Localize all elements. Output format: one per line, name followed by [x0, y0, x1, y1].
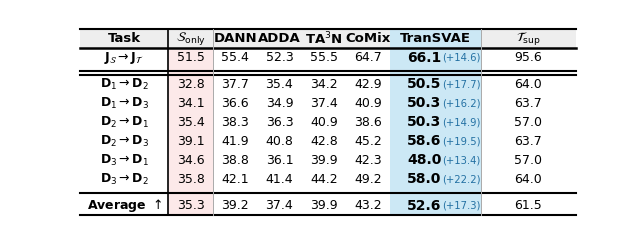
Text: 34.6: 34.6 — [177, 154, 204, 167]
Text: 39.2: 39.2 — [221, 199, 249, 212]
Text: 37.7: 37.7 — [221, 78, 249, 91]
Text: 40.9: 40.9 — [310, 116, 338, 129]
Text: $\mathbf{D}_1 \rightarrow \mathbf{D}_3$: $\mathbf{D}_1 \rightarrow \mathbf{D}_3$ — [100, 96, 148, 111]
Text: 42.8: 42.8 — [310, 135, 338, 148]
Text: (+17.7): (+17.7) — [442, 79, 480, 89]
Text: 49.2: 49.2 — [354, 173, 381, 186]
Text: 43.2: 43.2 — [354, 199, 381, 212]
Text: Task: Task — [108, 32, 141, 45]
Text: $\mathbf{J}_{\mathcal{S}} \rightarrow \mathbf{J}_{\mathcal{T}}$: $\mathbf{J}_{\mathcal{S}} \rightarrow \m… — [104, 50, 144, 66]
Text: 57.0: 57.0 — [515, 116, 542, 129]
Text: 36.3: 36.3 — [266, 116, 293, 129]
Text: 50.3: 50.3 — [407, 115, 442, 129]
Text: 61.5: 61.5 — [515, 199, 542, 212]
Bar — [168, 48, 213, 215]
Text: 55.4: 55.4 — [221, 51, 249, 64]
Text: 42.3: 42.3 — [354, 154, 381, 167]
Bar — [390, 29, 481, 215]
Text: 95.6: 95.6 — [515, 51, 542, 64]
Text: 39.1: 39.1 — [177, 135, 204, 148]
Text: 35.4: 35.4 — [177, 116, 205, 129]
Text: 57.0: 57.0 — [515, 154, 542, 167]
Text: 66.1: 66.1 — [407, 51, 442, 65]
Text: 44.2: 44.2 — [310, 173, 337, 186]
Text: CoMix: CoMix — [346, 32, 390, 45]
Text: (+17.3): (+17.3) — [442, 201, 480, 211]
Text: (+14.9): (+14.9) — [442, 117, 480, 127]
Text: 35.4: 35.4 — [266, 78, 293, 91]
Text: TA$^3$N: TA$^3$N — [305, 30, 342, 47]
Text: 41.9: 41.9 — [221, 135, 249, 148]
Text: $\mathcal{S}_{\mathrm{only}}$: $\mathcal{S}_{\mathrm{only}}$ — [176, 30, 205, 47]
Text: TranSVAE: TranSVAE — [399, 32, 470, 45]
Text: 63.7: 63.7 — [515, 97, 542, 110]
Text: 40.8: 40.8 — [266, 135, 293, 148]
Text: 51.5: 51.5 — [177, 51, 205, 64]
Text: 37.4: 37.4 — [266, 199, 293, 212]
Text: 41.4: 41.4 — [266, 173, 293, 186]
Text: 34.2: 34.2 — [310, 78, 337, 91]
Text: 50.3: 50.3 — [407, 96, 442, 110]
Text: 35.3: 35.3 — [177, 199, 205, 212]
Text: 34.9: 34.9 — [266, 97, 293, 110]
Bar — [80, 29, 576, 48]
Text: 39.9: 39.9 — [310, 154, 337, 167]
Text: 40.9: 40.9 — [354, 97, 382, 110]
Text: 42.1: 42.1 — [221, 173, 249, 186]
Text: 55.5: 55.5 — [310, 51, 338, 64]
Text: 58.0: 58.0 — [407, 172, 442, 186]
Text: 38.3: 38.3 — [221, 116, 249, 129]
Text: 52.3: 52.3 — [266, 51, 293, 64]
Text: (+16.2): (+16.2) — [442, 98, 480, 108]
Text: $\mathbf{D}_3 \rightarrow \mathbf{D}_1$: $\mathbf{D}_3 \rightarrow \mathbf{D}_1$ — [100, 153, 148, 168]
Text: 38.6: 38.6 — [354, 116, 382, 129]
Text: 58.6: 58.6 — [407, 134, 442, 148]
Text: $\mathcal{T}_{\mathrm{sup}}$: $\mathcal{T}_{\mathrm{sup}}$ — [516, 30, 541, 47]
Text: (+22.2): (+22.2) — [442, 174, 480, 184]
Text: 63.7: 63.7 — [515, 135, 542, 148]
Text: 37.4: 37.4 — [310, 97, 338, 110]
Text: DANN: DANN — [213, 32, 257, 45]
Text: 64.0: 64.0 — [515, 173, 542, 186]
Text: (+14.6): (+14.6) — [442, 53, 480, 63]
Text: $\mathbf{D}_3 \rightarrow \mathbf{D}_2$: $\mathbf{D}_3 \rightarrow \mathbf{D}_2$ — [100, 172, 148, 187]
Text: $\mathbf{D}_1 \rightarrow \mathbf{D}_2$: $\mathbf{D}_1 \rightarrow \mathbf{D}_2$ — [100, 77, 148, 92]
Text: $\mathbf{D}_2 \rightarrow \mathbf{D}_3$: $\mathbf{D}_2 \rightarrow \mathbf{D}_3$ — [100, 134, 148, 149]
Text: $\mathbf{D}_2 \rightarrow \mathbf{D}_1$: $\mathbf{D}_2 \rightarrow \mathbf{D}_1$ — [100, 115, 148, 130]
Text: 36.1: 36.1 — [266, 154, 293, 167]
Text: ADDA: ADDA — [258, 32, 301, 45]
Text: 42.9: 42.9 — [354, 78, 381, 91]
Text: 48.0: 48.0 — [407, 153, 442, 167]
Text: 34.1: 34.1 — [177, 97, 204, 110]
Text: 52.6: 52.6 — [407, 199, 442, 213]
Text: 64.0: 64.0 — [515, 78, 542, 91]
Text: $\mathbf{Average}$ $\uparrow$: $\mathbf{Average}$ $\uparrow$ — [86, 197, 162, 214]
Text: 64.7: 64.7 — [354, 51, 382, 64]
Text: (+13.4): (+13.4) — [442, 155, 480, 165]
Text: 38.8: 38.8 — [221, 154, 249, 167]
Text: 45.2: 45.2 — [354, 135, 382, 148]
Text: 50.5: 50.5 — [407, 77, 442, 91]
Text: 35.8: 35.8 — [177, 173, 205, 186]
Text: 36.6: 36.6 — [221, 97, 249, 110]
Text: 39.9: 39.9 — [310, 199, 337, 212]
Text: (+19.5): (+19.5) — [442, 136, 480, 146]
Text: 32.8: 32.8 — [177, 78, 205, 91]
